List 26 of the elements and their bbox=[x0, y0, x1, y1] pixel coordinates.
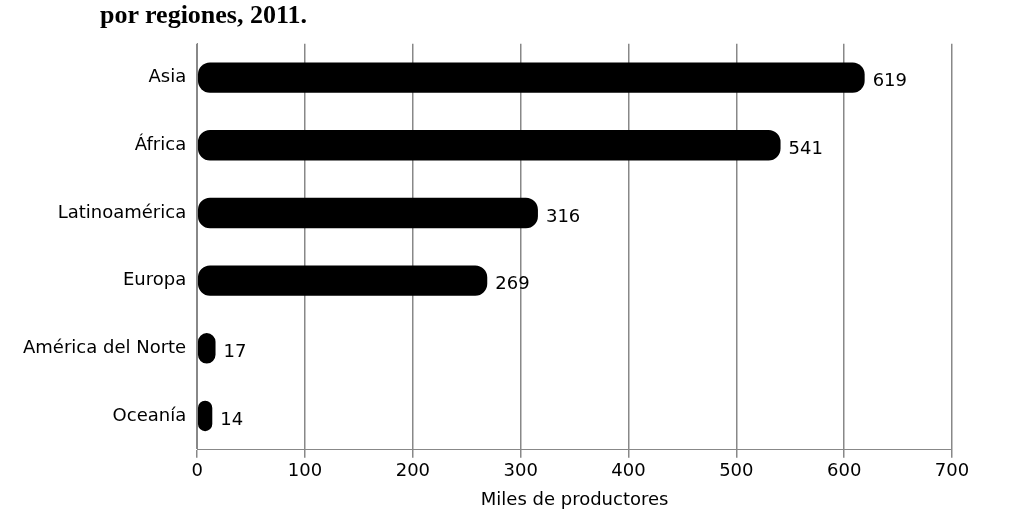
x-tick-label: 300 bbox=[503, 459, 538, 481]
x-tick-label: 500 bbox=[719, 459, 754, 481]
data-label: 14 bbox=[220, 407, 244, 429]
data-label: 316 bbox=[545, 204, 581, 226]
y-tick-label: Oceanía bbox=[112, 403, 187, 425]
x-tick-label: 0 bbox=[191, 459, 203, 481]
data-label: 541 bbox=[788, 136, 823, 158]
y-tick-label: América del Norte bbox=[22, 335, 187, 357]
x-axis-title: Miles de productores bbox=[480, 487, 669, 509]
x-tick-label: 400 bbox=[611, 459, 646, 481]
bar bbox=[197, 197, 538, 229]
y-tick-label: Latinoamérica bbox=[57, 200, 187, 222]
data-label: 17 bbox=[223, 339, 247, 361]
x-tick-label: 100 bbox=[287, 459, 323, 481]
y-tick-label: África bbox=[134, 132, 187, 154]
x-tick-label: 600 bbox=[826, 459, 862, 481]
x-tick-label: 700 bbox=[934, 459, 970, 481]
data-label: 619 bbox=[872, 69, 908, 91]
x-tick-label: 200 bbox=[395, 459, 431, 481]
y-tick-label: Asia bbox=[148, 65, 187, 87]
bar bbox=[197, 130, 781, 161]
y-tick-label: Europa bbox=[122, 268, 187, 290]
data-label: 269 bbox=[495, 272, 530, 294]
bar bbox=[197, 265, 488, 296]
bar bbox=[197, 62, 865, 93]
chart-title: por regiones, 2011. bbox=[99, 0, 309, 30]
